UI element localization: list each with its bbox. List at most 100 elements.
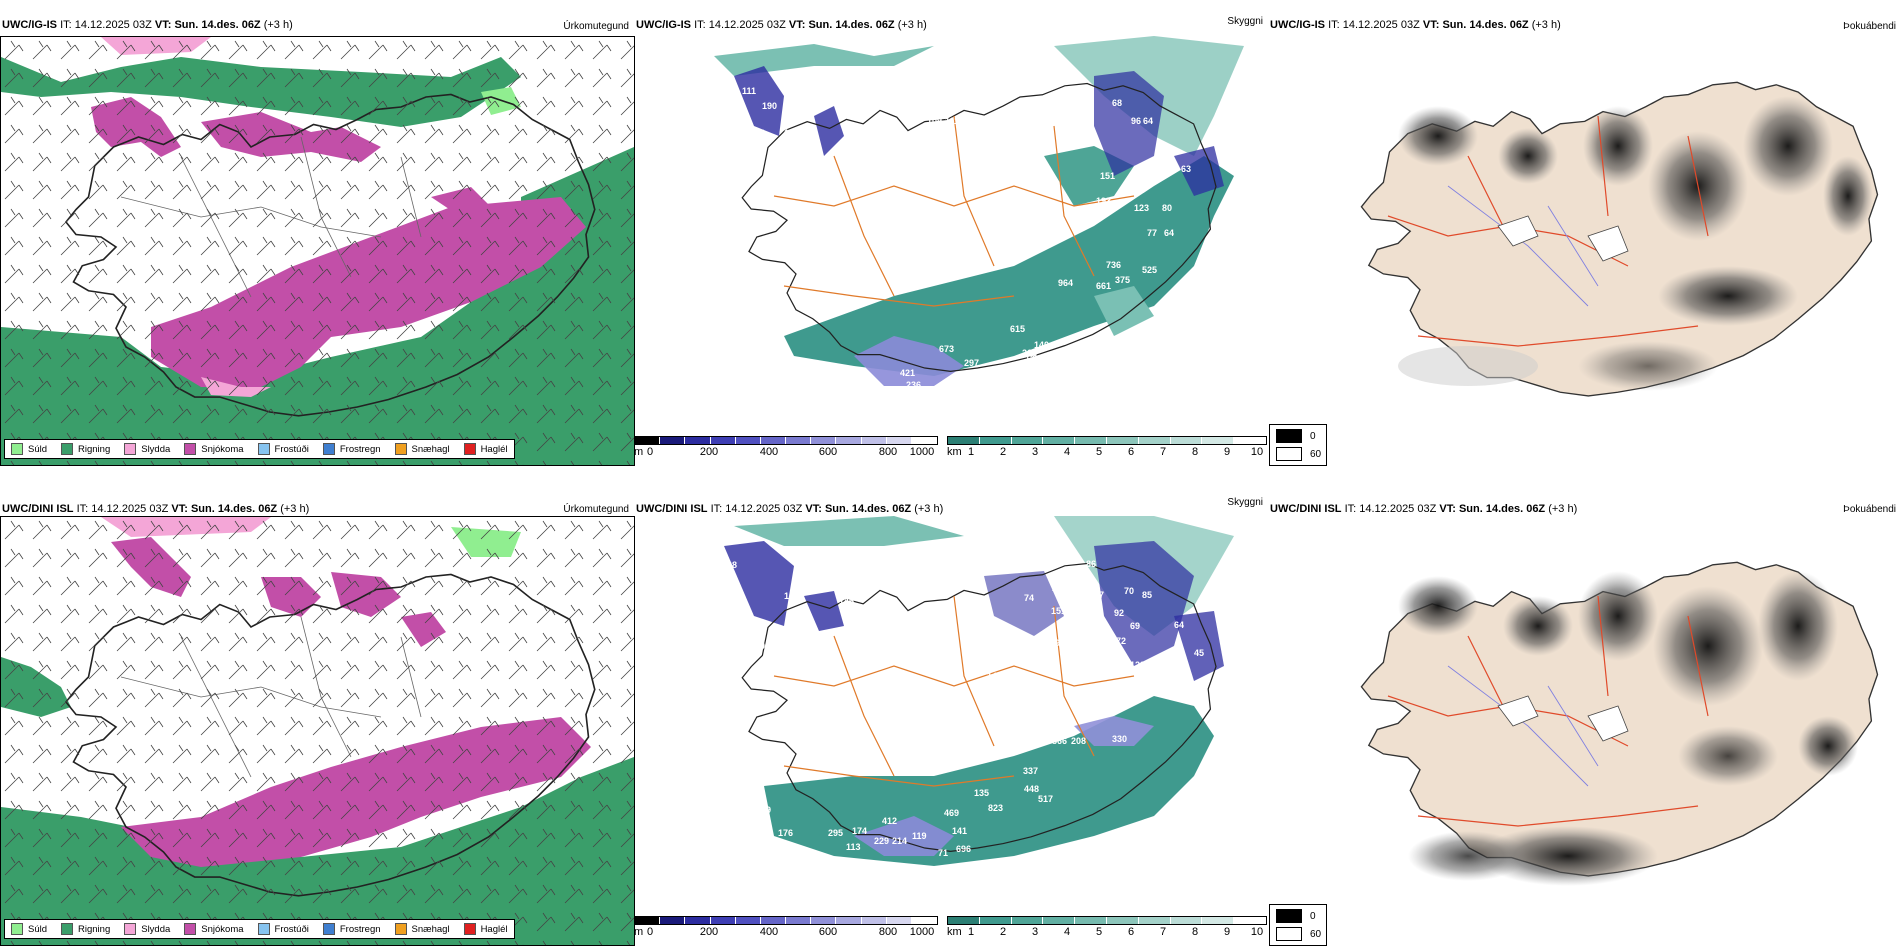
svg-text:123: 123 [1134,203,1149,213]
svg-text:113: 113 [869,408,884,418]
svg-text:193: 193 [1096,196,1111,206]
svg-text:143: 143 [987,671,1002,681]
svg-text:108: 108 [722,560,737,570]
svg-text:146: 146 [839,596,854,606]
svg-text:297: 297 [964,358,979,368]
svg-text:176: 176 [778,828,793,838]
svg-text:183: 183 [964,598,979,608]
svg-text:179: 179 [756,805,771,815]
cloudbase-visibility-map: 108 109 98 77 92 146 120 106 180 183 74 … [722,516,1234,866]
cloudbase-colorbar: m 0 200 400 600 800 1000 [634,916,938,939]
visibility-panel-2: UWC/DINI ISL IT: 14.12.2025 03Z VT: Sun.… [634,494,1269,946]
svg-text:77: 77 [754,621,764,631]
svg-text:161: 161 [934,388,949,398]
svg-text:74: 74 [1024,593,1034,603]
svg-text:70: 70 [1124,586,1134,596]
panel-title: Úrkomutegund [563,504,629,515]
svg-text:673: 673 [939,344,954,354]
svg-text:113: 113 [1078,123,1093,133]
svg-text:134: 134 [878,400,893,410]
svg-text:137: 137 [1025,354,1040,364]
fog-panel-1: UWC/IG-IS IT: 14.12.2025 03Z VT: Sun. 14… [1268,14,1900,466]
svg-text:64: 64 [1143,116,1153,126]
svg-text:58: 58 [1052,218,1062,228]
svg-text:98: 98 [741,609,751,619]
cloud-base-labels: 111 190 272 12 78 61 151 139 109 111 64 … [742,86,1191,424]
panel-header: UWC/IG-IS IT: 14.12.2025 03Z VT: Sun. 14… [2,19,293,31]
svg-text:109: 109 [927,116,942,126]
cloud-base-labels: 108 109 98 77 92 146 120 106 180 183 74 … [722,559,1204,858]
svg-text:135: 135 [974,788,989,798]
svg-text:295: 295 [828,828,843,838]
visibility-unit: km [947,926,962,938]
legend-item: Frostúði [257,443,309,455]
svg-text:268: 268 [894,400,909,410]
svg-text:111: 111 [742,86,756,96]
svg-text:517: 517 [1038,794,1053,804]
svg-text:307: 307 [750,361,765,371]
legend-item: Slydda [124,443,170,455]
svg-text:139: 139 [889,134,904,144]
svg-text:337: 337 [1023,766,1038,776]
svg-text:128: 128 [1130,660,1145,670]
svg-text:48: 48 [1167,660,1177,670]
svg-text:180: 180 [934,580,949,590]
legend-item: Frostregn [322,923,381,935]
svg-text:106: 106 [899,582,914,592]
legend-item: Frostregn [322,443,381,455]
svg-text:63: 63 [1181,164,1191,174]
panel-title: Þokuábendi [1843,504,1896,515]
precip-type-legend: Súld Rigning Slydda Snjókoma Frostúði Fr… [4,439,515,459]
panel-header: UWC/DINI ISL IT: 14.12.2025 03Z VT: Sun.… [2,503,310,515]
fog-legend: 0 60 [1269,424,1327,466]
legend-item: Slydda [124,923,170,935]
cloudbase-unit: m [634,926,644,938]
svg-text:113: 113 [846,842,861,852]
svg-text:412: 412 [882,816,897,826]
legend-item: Frostúði [257,923,309,935]
visibility-unit: km [947,446,962,458]
svg-text:109: 109 [784,591,799,601]
legend-item: Haglél [463,443,508,455]
svg-text:214: 214 [892,836,907,846]
svg-text:90: 90 [1128,173,1138,183]
legend-item: Rigning [61,443,110,455]
svg-text:92: 92 [1114,608,1124,618]
model-name: UWC/IG-IS [2,19,57,31]
panel-title: Skyggni [1227,16,1263,27]
svg-text:45: 45 [1194,648,1204,658]
precip-type-panel-1: UWC/IG-IS IT: 14.12.2025 03Z VT: Sun. 14… [0,14,635,466]
svg-text:866: 866 [1052,736,1067,746]
svg-text:119: 119 [912,831,927,841]
svg-text:448: 448 [1024,784,1039,794]
svg-text:92: 92 [760,641,770,651]
precip-type-panel-2: UWC/DINI ISL IT: 14.12.2025 03Z VT: Sun.… [0,494,635,946]
svg-text:80: 80 [1162,203,1172,213]
svg-text:64: 64 [1164,228,1174,238]
svg-text:375: 375 [1115,275,1130,285]
legend-item: Súld [11,443,47,455]
svg-text:266: 266 [1022,348,1037,358]
svg-text:661: 661 [1096,281,1111,291]
panel-title: Skyggni [1227,497,1263,508]
legend-item: Haglél [463,923,508,935]
svg-text:140: 140 [1034,340,1049,350]
svg-text:129: 129 [908,410,923,420]
svg-text:229: 229 [1052,583,1067,593]
fog-indicator-map [1360,81,1879,397]
legend-item: Súld [11,923,47,935]
svg-text:192: 192 [1050,638,1065,648]
svg-text:128: 128 [1084,608,1099,618]
visibility-colorbar: km 1 2 3 4 5 6 7 8 9 10 [947,436,1267,459]
legend-item: Snjókoma [184,923,244,935]
svg-text:84: 84 [1074,571,1084,581]
svg-text:736: 736 [1106,260,1121,270]
svg-text:12: 12 [784,128,794,138]
svg-text:72: 72 [1116,636,1126,646]
cloudbase-unit: m [634,446,644,458]
svg-text:124: 124 [1032,658,1047,668]
panel-title: Þokuábendi [1843,21,1896,32]
svg-text:174: 174 [852,826,867,836]
panel-title: Úrkomutegund [563,21,629,32]
svg-text:173: 173 [894,414,909,424]
